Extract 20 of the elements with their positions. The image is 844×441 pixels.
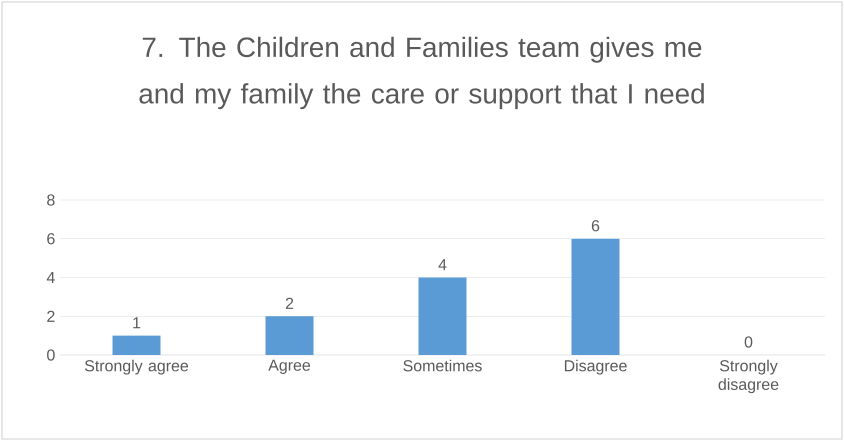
data-label: 6 [592, 220, 600, 232]
bar [572, 238, 620, 355]
chart-title: 7. The Children and Families team gives me and my family the care or support that I need [139, 36, 704, 110]
data-label: 4 [438, 259, 446, 270]
y-tick-label: 6 [47, 233, 55, 244]
data-label: 2 [286, 298, 294, 309]
bar [112, 336, 160, 355]
y-tick-label: 8 [47, 194, 55, 206]
y-tick-label: 2 [47, 310, 55, 322]
data-label: 1 [133, 317, 140, 328]
bar [266, 316, 314, 355]
bar [418, 278, 466, 355]
x-tick-label: Strongly disagree [718, 360, 778, 394]
y-tick-label: 0 [47, 349, 55, 361]
x-tick-label: Agree [268, 360, 310, 374]
x-tick-label: Strongly agree [84, 360, 188, 375]
x-tick-label: Sometimes [403, 360, 482, 372]
x-tick-label: Disagree [564, 360, 627, 375]
data-label: 0 [744, 336, 752, 348]
y-tick-label: 4 [46, 272, 55, 283]
